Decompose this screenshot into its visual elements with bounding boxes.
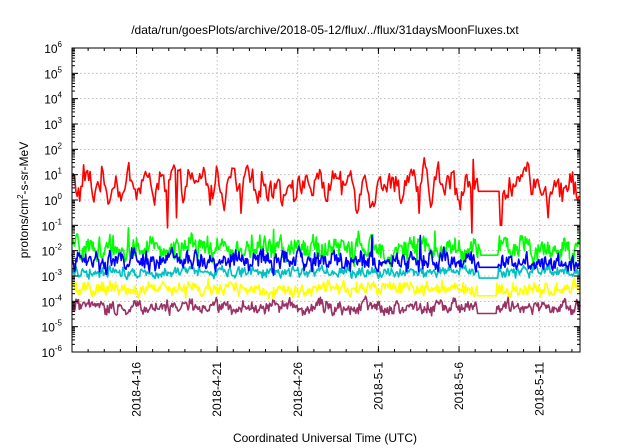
y-tick-label: 10-1 <box>42 217 63 233</box>
x-tick-label: 2018-5-6 <box>452 362 466 410</box>
x-tick-label: 2018-4-26 <box>291 362 305 417</box>
y-axis-ticks: 10-6 10-5 10-4 10-3 10-2 10-1 100 101 102 103 104 1… <box>42 40 580 360</box>
x-tick-label: 2018-5-1 <box>371 362 385 410</box>
y-tick-label: 10-5 <box>42 319 63 335</box>
y-axis-label-sup: 2 <box>16 194 25 199</box>
y-axis-label-rest: -s-sr-MeV <box>17 142 31 195</box>
y-tick-label: 100 <box>44 192 62 208</box>
y-axis-label-main: protons/cm <box>17 199 31 258</box>
y-tick-label: 106 <box>44 40 62 56</box>
series-line-6 <box>71 295 581 317</box>
y-tick-label: 10-3 <box>42 268 63 284</box>
y-tick-label: 10-4 <box>42 293 63 309</box>
x-tick-label: 2018-4-16 <box>130 362 144 417</box>
y-tick-label: 104 <box>44 91 62 107</box>
y-tick-label: 103 <box>44 116 62 132</box>
y-tick-label: 101 <box>44 167 62 183</box>
x-axis-ticks: 2018-4-16 2018-4-21 2018-4-26 2018-5-1 2018-… <box>71 48 573 417</box>
series-line-2 <box>71 227 581 267</box>
y-axis-label: protons/cm2-s-sr-MeV <box>16 142 31 258</box>
x-tick-label: 2018-4-21 <box>210 362 224 417</box>
chart-title: /data/run/goesPlots/archive/2018-05-12/f… <box>131 23 519 37</box>
y-tick-label: 10-6 <box>42 344 63 360</box>
x-axis-label: Coordinated Universal Time (UTC) <box>233 431 417 445</box>
series-line-5 <box>71 277 581 300</box>
y-tick-label: 105 <box>44 65 62 81</box>
x-tick-label: 2018-5-11 <box>533 362 547 416</box>
series-line-4 <box>71 263 581 281</box>
series-line-3 <box>71 234 581 276</box>
y-tick-label: 10-2 <box>42 243 63 259</box>
series-line-1 <box>71 157 580 234</box>
series-lines <box>71 157 581 317</box>
y-tick-label: 102 <box>44 141 62 157</box>
